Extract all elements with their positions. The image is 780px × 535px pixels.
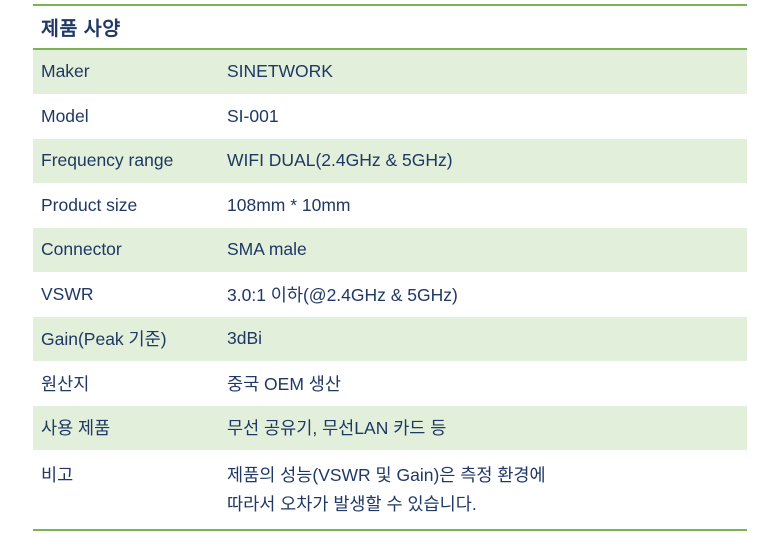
spec-value: 중국 OEM 생산: [227, 373, 341, 394]
spec-row-vswr: VSWR 3.0:1 이하(@2.4GHz & 5GHz): [33, 272, 747, 317]
spec-row-maker: Maker SINETWORK: [33, 49, 747, 94]
spec-value: 3dBi: [227, 328, 263, 349]
spec-value: 108mm * 10mm: [227, 194, 351, 215]
spec-label: Gain(Peak 기준): [41, 329, 167, 350]
spec-row-origin: 원산지 중국 OEM 생산: [33, 361, 747, 406]
spec-label: Maker: [41, 61, 90, 82]
spec-value: SINETWORK: [227, 61, 333, 82]
spec-value: SMA male: [227, 239, 307, 260]
table-title: 제품 사양: [41, 18, 121, 41]
spec-value: SI-001: [227, 105, 279, 126]
spec-label: Frequency range: [41, 150, 174, 171]
spec-row-remarks: 비고 제품의 성능(VSWR 및 Gain)은 측정 환경에 따라서 오차가 발…: [33, 450, 747, 529]
spec-label: Connector: [41, 239, 122, 260]
product-spec-table: 제품 사양 Maker SINETWORK Model SI-001 Frequ…: [33, 4, 747, 531]
spec-row-frequency-range: Frequency range WIFI DUAL(2.4GHz & 5GHz): [33, 138, 747, 183]
spec-value: WIFI DUAL(2.4GHz & 5GHz): [227, 150, 453, 171]
spec-label: 비고: [41, 465, 74, 485]
spec-row-gain: Gain(Peak 기준) 3dBi: [33, 316, 747, 361]
spec-value: 제품의 성능(VSWR 및 Gain)은 측정 환경에 따라서 오차가 발생할 …: [227, 465, 546, 514]
table-header-row: 제품 사양: [33, 6, 747, 50]
spec-value: 무선 공유기, 무선LAN 카드 등: [227, 418, 447, 439]
spec-value: 3.0:1 이하(@2.4GHz & 5GHz): [227, 284, 458, 305]
spec-row-used-products: 사용 제품 무선 공유기, 무선LAN 카드 등: [33, 405, 747, 450]
spec-label: Model: [41, 105, 89, 126]
spec-row-connector: Connector SMA male: [33, 227, 747, 272]
spec-label: VSWR: [41, 283, 94, 304]
spec-label: 사용 제품: [41, 418, 111, 439]
spec-row-product-size: Product size 108mm * 10mm: [33, 183, 747, 228]
spec-label: 원산지: [41, 373, 90, 394]
spec-row-model: Model SI-001: [33, 94, 747, 139]
spec-label: Product size: [41, 194, 138, 215]
